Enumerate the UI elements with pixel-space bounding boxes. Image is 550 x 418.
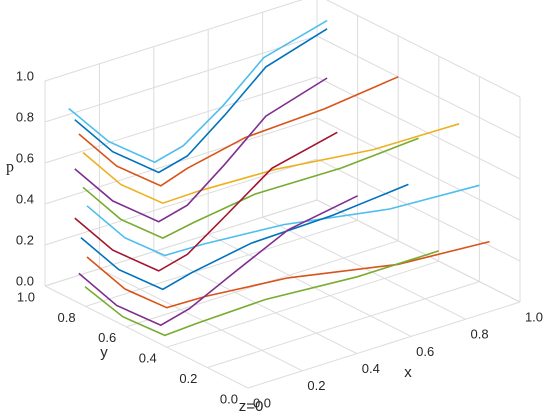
trajectory [78,195,358,327]
grid-line [247,301,521,389]
y-tick-label: 0.2 [179,371,197,386]
trajectory [84,250,440,337]
grid-line [316,117,521,221]
grid-line [207,281,480,369]
z-tick-label: 0.8 [16,109,34,124]
grid-line [316,199,521,303]
grid-line [44,76,318,164]
ticks: 0.00.20.40.60.81.00.00.20.40.60.81.00.00… [16,68,543,410]
grid-line [207,233,412,337]
grid-line [316,35,521,139]
z-tick-label: 0.2 [16,232,34,247]
grid-line [166,260,439,348]
y-tick-label: 0.0 [220,391,238,406]
x-tick-label: 0.4 [362,361,380,376]
z-tick-label: 0.6 [16,150,34,165]
y-tick-label: 0.4 [139,351,157,366]
x-tick-label: 0.0 [253,395,271,410]
grid-line [44,117,318,205]
x-tick-label: 0.2 [307,378,325,393]
grid-line [316,158,521,262]
grid-line [316,76,521,180]
grid-line [44,0,303,82]
footer-label: z=0 [239,398,264,415]
z-tick-label: 0.0 [16,273,34,288]
z-axis-label: p [6,159,14,176]
grid-line [44,199,318,287]
grid-line [99,268,303,372]
trajectory [82,137,419,239]
trajectories [68,19,490,337]
x-axis-label: x [404,364,412,381]
trajectory [74,131,338,272]
trajectory [78,76,399,187]
grid-line [44,285,249,389]
trajectory [80,183,409,291]
grid-line [44,35,318,123]
x-tick-label: 1.0 [525,309,543,324]
y-tick-label: 0.6 [98,330,116,345]
trajectory [74,28,328,174]
grid-line [325,0,521,98]
grid [44,0,521,389]
x-tick-label: 0.6 [416,344,434,359]
trajectory [74,77,328,223]
y-axis-label: y [100,344,108,361]
y-tick-label: 0.8 [58,310,76,325]
trajectory [86,184,480,257]
z-tick-label: 1.0 [16,68,34,83]
x-tick-label: 0.8 [471,327,489,342]
y-tick-label: 1.0 [17,289,35,304]
trajectory [68,19,328,164]
z-tick-label: 0.4 [16,191,34,206]
